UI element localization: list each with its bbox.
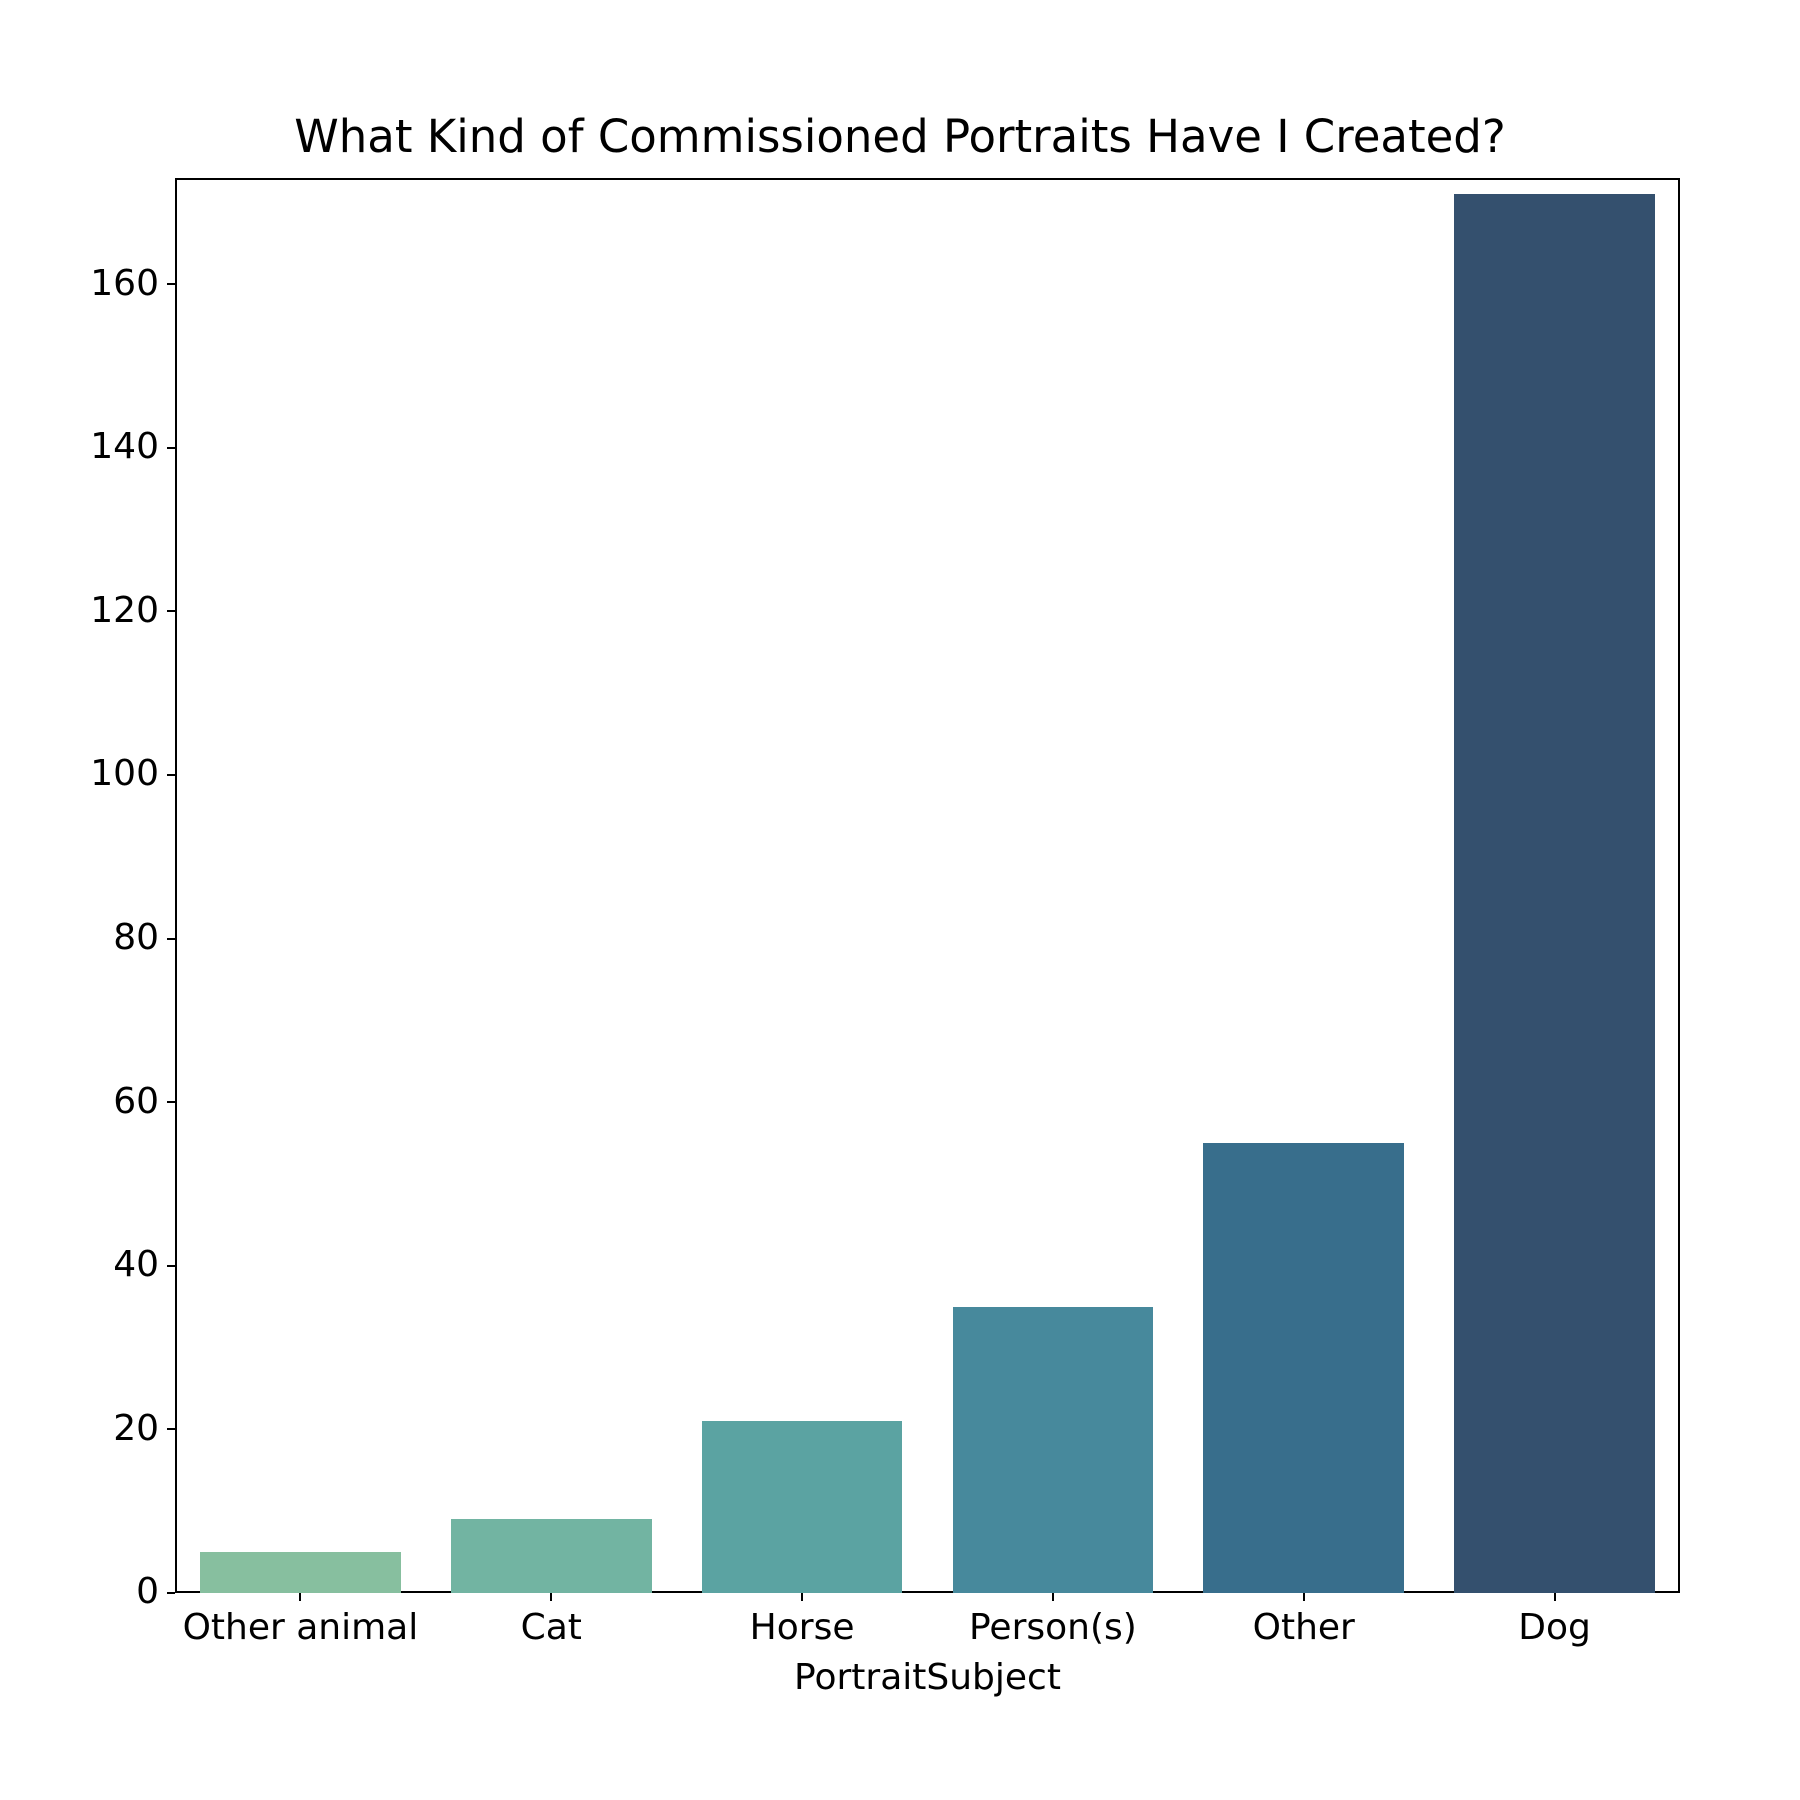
chart-canvas: What Kind of Commissioned Portraits Have…	[0, 0, 1800, 1800]
x-tick	[299, 1593, 301, 1601]
x-tick-label: Other	[1253, 1607, 1355, 1648]
y-tick-label: 140	[90, 426, 159, 467]
x-tick	[1052, 1593, 1054, 1601]
y-tick	[167, 447, 175, 449]
spine-top	[175, 178, 1680, 180]
x-tick	[550, 1593, 552, 1601]
chart-title: What Kind of Commissioned Portraits Have…	[0, 110, 1800, 163]
bar	[200, 1552, 401, 1593]
y-tick-label: 60	[113, 1081, 159, 1122]
bar	[702, 1421, 903, 1593]
x-tick-label: Person(s)	[969, 1607, 1137, 1648]
bar	[451, 1519, 652, 1593]
spine-right	[1678, 178, 1680, 1593]
x-tick-label: Other animal	[183, 1607, 419, 1648]
bar	[1203, 1143, 1404, 1593]
x-tick-label: Dog	[1518, 1607, 1591, 1648]
y-tick-label: 120	[90, 590, 159, 631]
y-tick-label: 20	[113, 1408, 159, 1449]
y-tick	[167, 774, 175, 776]
x-tick	[1303, 1593, 1305, 1601]
y-tick-label: 100	[90, 753, 159, 794]
plot-area	[175, 178, 1680, 1593]
y-tick	[167, 1101, 175, 1103]
x-tick	[1554, 1593, 1556, 1601]
y-tick	[167, 610, 175, 612]
bar	[953, 1307, 1154, 1593]
x-tick	[801, 1593, 803, 1601]
x-axis-label: PortraitSubject	[794, 1657, 1061, 1698]
y-tick-label: 40	[113, 1244, 159, 1285]
y-tick	[167, 1265, 175, 1267]
y-tick	[167, 1592, 175, 1594]
x-tick-label: Horse	[750, 1607, 855, 1648]
y-tick	[167, 938, 175, 940]
bar	[1454, 194, 1655, 1593]
x-tick-label: Cat	[521, 1607, 582, 1648]
y-tick	[167, 1428, 175, 1430]
spine-left	[175, 178, 177, 1593]
y-tick	[167, 283, 175, 285]
y-tick-label: 160	[90, 263, 159, 304]
y-tick-label: 80	[113, 917, 159, 958]
y-tick-label: 0	[136, 1571, 159, 1612]
